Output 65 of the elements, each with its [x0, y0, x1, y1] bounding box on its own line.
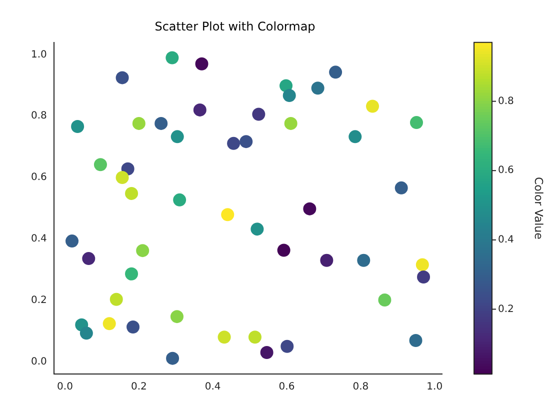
point	[132, 116, 146, 130]
point	[126, 320, 140, 334]
y-tick-label: 0.0	[30, 356, 47, 368]
point	[348, 130, 362, 144]
point	[410, 116, 423, 130]
y-tick-label: 0.6	[30, 172, 47, 184]
point	[284, 116, 298, 130]
point	[250, 222, 264, 236]
point	[66, 234, 79, 248]
color-bar-label: 0.6	[498, 165, 514, 176]
point	[170, 310, 184, 324]
point	[125, 186, 138, 200]
point	[280, 340, 294, 353]
point	[173, 193, 186, 206]
y-tick-label: 0.2	[30, 294, 47, 306]
point	[320, 254, 334, 267]
point	[166, 352, 180, 365]
point	[252, 108, 266, 121]
color-bar-title: Color Value	[532, 176, 546, 240]
point	[417, 270, 430, 284]
x-tick-label: 0.8	[352, 382, 369, 393]
point	[248, 330, 262, 344]
point	[110, 292, 123, 306]
point	[221, 208, 234, 222]
point	[329, 66, 342, 79]
point	[125, 267, 138, 280]
point	[94, 158, 107, 172]
point	[170, 130, 184, 144]
point	[409, 334, 422, 348]
y-tick-label: 0.4	[30, 233, 47, 244]
point	[154, 116, 168, 130]
point	[195, 57, 208, 70]
point	[416, 258, 429, 272]
color-bar-label: 0.8	[498, 96, 514, 107]
point	[218, 330, 231, 344]
point	[116, 71, 129, 84]
y-tick-label: 1.0	[30, 49, 47, 60]
point	[82, 252, 96, 266]
point	[378, 294, 392, 307]
point	[394, 181, 408, 194]
x-tick-label: 1.0	[426, 382, 443, 393]
point	[303, 202, 316, 216]
color-bar-label: 0.2	[498, 304, 514, 315]
point	[366, 100, 380, 113]
x-tick-label: 0.2	[130, 382, 147, 393]
point	[193, 103, 206, 116]
point	[277, 244, 290, 257]
point	[357, 254, 370, 267]
point	[166, 51, 179, 64]
y-tick-label: 0.8	[30, 110, 47, 122]
point	[311, 82, 324, 95]
color-bar-label: 0.4	[498, 234, 514, 246]
x-tick-label: 0.6	[278, 382, 295, 393]
point	[136, 244, 150, 258]
point	[282, 89, 296, 102]
point	[71, 120, 84, 134]
chart-title: Scatter Plot with Colormap	[154, 19, 316, 34]
point	[102, 317, 116, 330]
point	[240, 135, 253, 148]
point	[80, 326, 93, 340]
x-tick-label: 0.4	[204, 382, 221, 393]
point	[116, 170, 129, 184]
x-tick-label: 0.0	[57, 382, 73, 393]
point	[260, 346, 274, 360]
point	[227, 136, 240, 150]
